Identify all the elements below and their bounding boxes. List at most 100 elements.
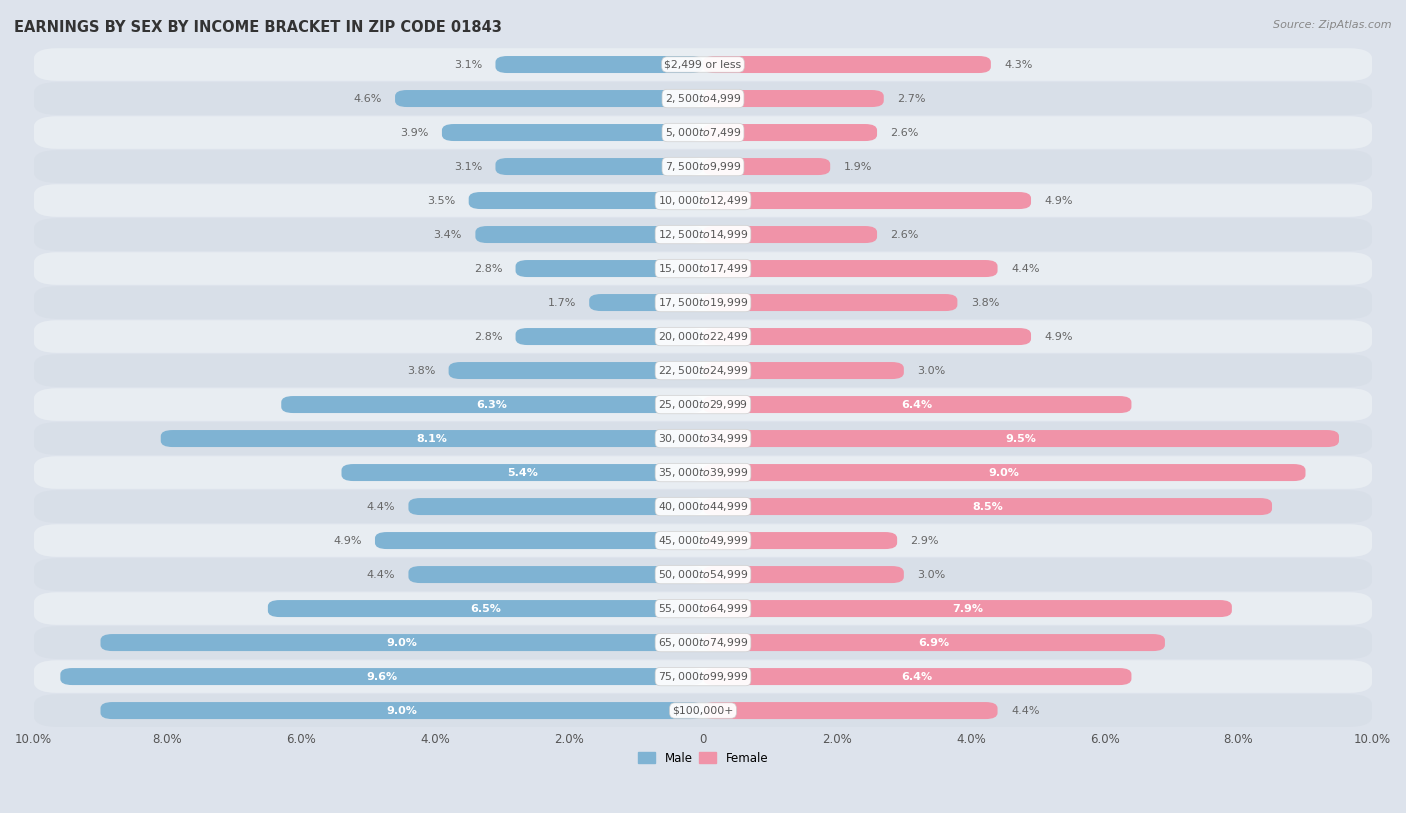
Text: 2.6%: 2.6% bbox=[890, 128, 918, 137]
Text: 6.3%: 6.3% bbox=[477, 399, 508, 410]
FancyBboxPatch shape bbox=[703, 260, 997, 277]
Text: 1.9%: 1.9% bbox=[844, 162, 872, 172]
FancyBboxPatch shape bbox=[703, 396, 1132, 413]
FancyBboxPatch shape bbox=[703, 158, 830, 175]
Text: 1.7%: 1.7% bbox=[547, 298, 576, 307]
FancyBboxPatch shape bbox=[34, 286, 1372, 319]
FancyBboxPatch shape bbox=[34, 456, 1372, 489]
FancyBboxPatch shape bbox=[589, 294, 703, 311]
Text: $15,000 to $17,499: $15,000 to $17,499 bbox=[658, 262, 748, 275]
Text: $75,000 to $99,999: $75,000 to $99,999 bbox=[658, 670, 748, 683]
Text: 4.4%: 4.4% bbox=[1011, 263, 1039, 273]
FancyBboxPatch shape bbox=[281, 396, 703, 413]
Text: 4.3%: 4.3% bbox=[1004, 59, 1032, 70]
FancyBboxPatch shape bbox=[34, 389, 1372, 421]
Text: 5.4%: 5.4% bbox=[506, 467, 537, 477]
FancyBboxPatch shape bbox=[475, 226, 703, 243]
FancyBboxPatch shape bbox=[703, 362, 904, 379]
Text: $35,000 to $39,999: $35,000 to $39,999 bbox=[658, 466, 748, 479]
Text: 3.0%: 3.0% bbox=[917, 366, 945, 376]
Text: $2,500 to $4,999: $2,500 to $4,999 bbox=[665, 92, 741, 105]
FancyBboxPatch shape bbox=[395, 90, 703, 107]
FancyBboxPatch shape bbox=[703, 600, 1232, 617]
Text: 4.9%: 4.9% bbox=[1045, 332, 1073, 341]
FancyBboxPatch shape bbox=[160, 430, 703, 447]
FancyBboxPatch shape bbox=[703, 532, 897, 549]
FancyBboxPatch shape bbox=[516, 260, 703, 277]
Text: EARNINGS BY SEX BY INCOME BRACKET IN ZIP CODE 01843: EARNINGS BY SEX BY INCOME BRACKET IN ZIP… bbox=[14, 20, 502, 35]
Text: 4.4%: 4.4% bbox=[367, 502, 395, 511]
FancyBboxPatch shape bbox=[375, 532, 703, 549]
FancyBboxPatch shape bbox=[269, 600, 703, 617]
FancyBboxPatch shape bbox=[703, 192, 1031, 209]
Text: Source: ZipAtlas.com: Source: ZipAtlas.com bbox=[1274, 20, 1392, 30]
FancyBboxPatch shape bbox=[409, 498, 703, 515]
Text: 3.8%: 3.8% bbox=[406, 366, 436, 376]
FancyBboxPatch shape bbox=[34, 252, 1372, 285]
Text: $17,500 to $19,999: $17,500 to $19,999 bbox=[658, 296, 748, 309]
FancyBboxPatch shape bbox=[703, 668, 1132, 685]
FancyBboxPatch shape bbox=[703, 464, 1306, 481]
Text: 4.4%: 4.4% bbox=[1011, 706, 1039, 715]
FancyBboxPatch shape bbox=[34, 354, 1372, 387]
Text: 3.8%: 3.8% bbox=[970, 298, 1000, 307]
Text: $12,500 to $14,999: $12,500 to $14,999 bbox=[658, 228, 748, 241]
FancyBboxPatch shape bbox=[34, 660, 1372, 693]
FancyBboxPatch shape bbox=[34, 592, 1372, 625]
FancyBboxPatch shape bbox=[516, 328, 703, 345]
Text: 2.8%: 2.8% bbox=[474, 263, 502, 273]
Text: 3.9%: 3.9% bbox=[401, 128, 429, 137]
Text: $50,000 to $54,999: $50,000 to $54,999 bbox=[658, 568, 748, 581]
FancyBboxPatch shape bbox=[703, 498, 1272, 515]
Text: 6.5%: 6.5% bbox=[470, 603, 501, 614]
FancyBboxPatch shape bbox=[441, 124, 703, 141]
Text: 8.1%: 8.1% bbox=[416, 433, 447, 444]
Text: $25,000 to $29,999: $25,000 to $29,999 bbox=[658, 398, 748, 411]
Text: 4.6%: 4.6% bbox=[353, 93, 381, 103]
Text: 6.4%: 6.4% bbox=[901, 672, 932, 681]
FancyBboxPatch shape bbox=[703, 90, 884, 107]
Text: 3.1%: 3.1% bbox=[454, 162, 482, 172]
FancyBboxPatch shape bbox=[449, 362, 703, 379]
FancyBboxPatch shape bbox=[34, 116, 1372, 149]
Text: 4.9%: 4.9% bbox=[1045, 196, 1073, 206]
Text: $20,000 to $22,499: $20,000 to $22,499 bbox=[658, 330, 748, 343]
Text: 7.9%: 7.9% bbox=[952, 603, 983, 614]
Text: 6.4%: 6.4% bbox=[901, 399, 932, 410]
FancyBboxPatch shape bbox=[703, 430, 1339, 447]
FancyBboxPatch shape bbox=[34, 559, 1372, 591]
FancyBboxPatch shape bbox=[100, 634, 703, 651]
Text: 2.9%: 2.9% bbox=[911, 536, 939, 546]
Text: 8.5%: 8.5% bbox=[972, 502, 1002, 511]
Text: $7,500 to $9,999: $7,500 to $9,999 bbox=[665, 160, 741, 173]
Text: $22,500 to $24,999: $22,500 to $24,999 bbox=[658, 364, 748, 377]
FancyBboxPatch shape bbox=[34, 626, 1372, 659]
Text: 3.4%: 3.4% bbox=[433, 229, 463, 240]
FancyBboxPatch shape bbox=[703, 566, 904, 583]
FancyBboxPatch shape bbox=[34, 82, 1372, 115]
FancyBboxPatch shape bbox=[703, 702, 997, 719]
FancyBboxPatch shape bbox=[34, 150, 1372, 183]
Text: 3.5%: 3.5% bbox=[427, 196, 456, 206]
FancyBboxPatch shape bbox=[703, 634, 1166, 651]
Text: $40,000 to $44,999: $40,000 to $44,999 bbox=[658, 500, 748, 513]
FancyBboxPatch shape bbox=[703, 226, 877, 243]
Text: $2,499 or less: $2,499 or less bbox=[665, 59, 741, 70]
FancyBboxPatch shape bbox=[34, 694, 1372, 727]
FancyBboxPatch shape bbox=[34, 422, 1372, 454]
FancyBboxPatch shape bbox=[468, 192, 703, 209]
FancyBboxPatch shape bbox=[34, 320, 1372, 353]
Text: 4.4%: 4.4% bbox=[367, 570, 395, 580]
FancyBboxPatch shape bbox=[703, 56, 991, 73]
FancyBboxPatch shape bbox=[34, 185, 1372, 217]
FancyBboxPatch shape bbox=[703, 328, 1031, 345]
Text: $100,000+: $100,000+ bbox=[672, 706, 734, 715]
Text: 4.9%: 4.9% bbox=[333, 536, 361, 546]
FancyBboxPatch shape bbox=[703, 124, 877, 141]
Text: $65,000 to $74,999: $65,000 to $74,999 bbox=[658, 636, 748, 649]
FancyBboxPatch shape bbox=[100, 702, 703, 719]
Text: 9.5%: 9.5% bbox=[1005, 433, 1036, 444]
Text: $45,000 to $49,999: $45,000 to $49,999 bbox=[658, 534, 748, 547]
FancyBboxPatch shape bbox=[342, 464, 703, 481]
FancyBboxPatch shape bbox=[34, 48, 1372, 80]
